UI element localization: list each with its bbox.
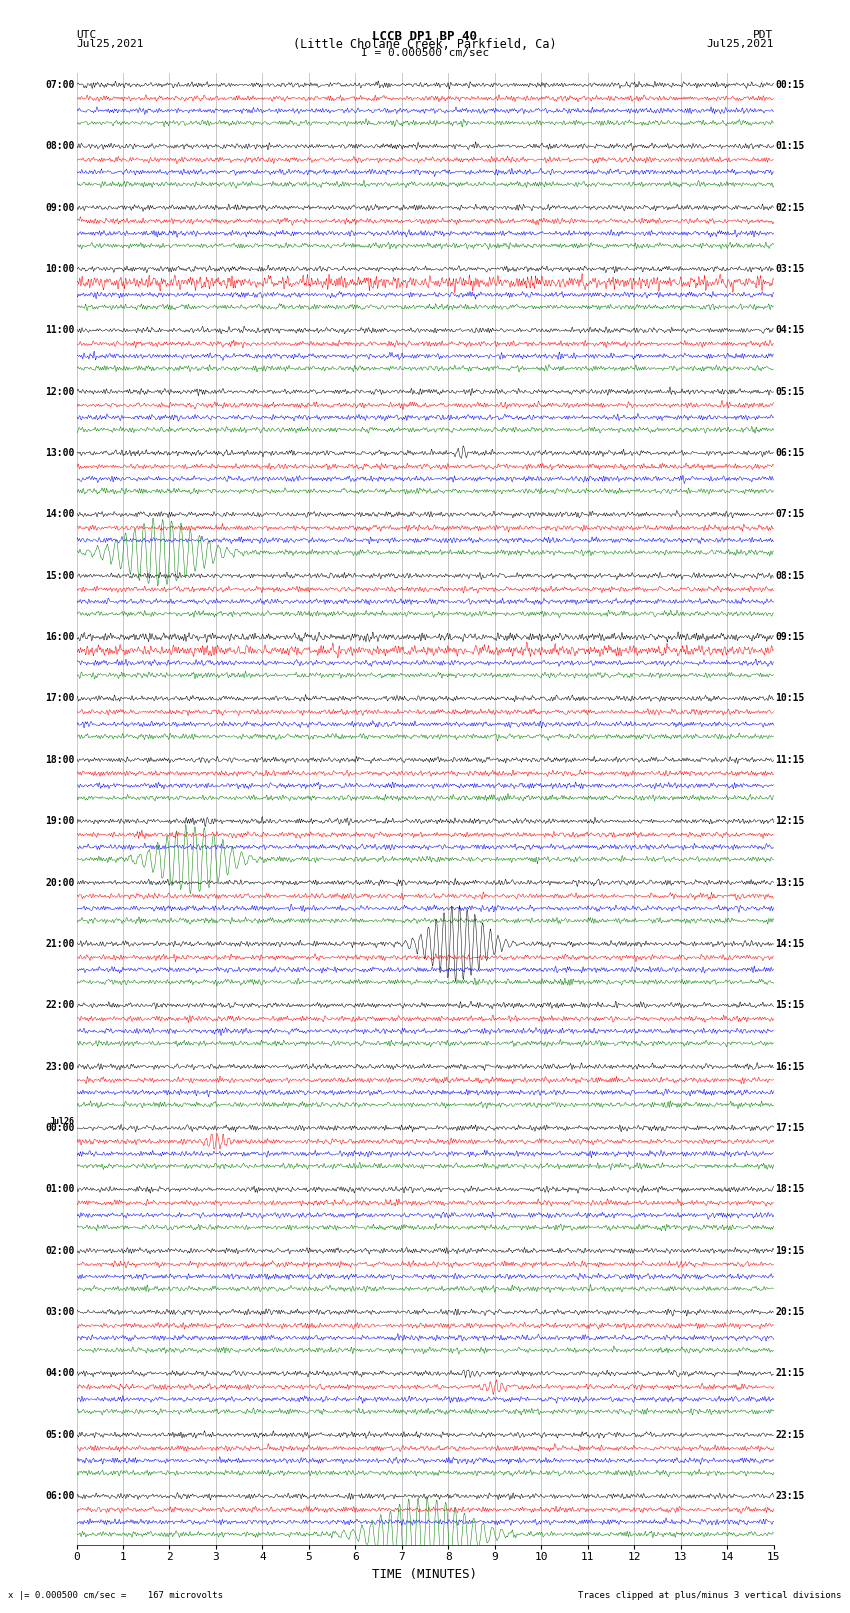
Text: 18:00: 18:00: [45, 755, 75, 765]
Text: 16:15: 16:15: [775, 1061, 805, 1071]
Text: 05:15: 05:15: [775, 387, 805, 397]
Text: UTC: UTC: [76, 29, 97, 40]
Text: 04:15: 04:15: [775, 326, 805, 336]
Text: 17:15: 17:15: [775, 1123, 805, 1132]
Text: 08:00: 08:00: [45, 142, 75, 152]
Text: 23:15: 23:15: [775, 1490, 805, 1502]
Text: 17:00: 17:00: [45, 694, 75, 703]
Text: 15:15: 15:15: [775, 1000, 805, 1010]
Text: 08:15: 08:15: [775, 571, 805, 581]
Text: 10:00: 10:00: [45, 265, 75, 274]
Text: 03:15: 03:15: [775, 265, 805, 274]
Text: 02:00: 02:00: [45, 1245, 75, 1255]
Text: I = 0.000500 cm/sec: I = 0.000500 cm/sec: [361, 48, 489, 58]
Text: 19:00: 19:00: [45, 816, 75, 826]
Text: PDT: PDT: [753, 29, 774, 40]
Text: 14:15: 14:15: [775, 939, 805, 948]
Text: 09:15: 09:15: [775, 632, 805, 642]
Text: LCCB DP1 BP 40: LCCB DP1 BP 40: [372, 29, 478, 44]
Text: 13:15: 13:15: [775, 877, 805, 887]
Text: 22:00: 22:00: [45, 1000, 75, 1010]
Text: 03:00: 03:00: [45, 1307, 75, 1318]
Text: 07:15: 07:15: [775, 510, 805, 519]
Text: 07:00: 07:00: [45, 81, 75, 90]
X-axis label: TIME (MINUTES): TIME (MINUTES): [372, 1568, 478, 1581]
Text: 10:15: 10:15: [775, 694, 805, 703]
Text: Jul25,2021: Jul25,2021: [706, 39, 774, 48]
Text: 01:15: 01:15: [775, 142, 805, 152]
Text: 11:00: 11:00: [45, 326, 75, 336]
Text: 14:00: 14:00: [45, 510, 75, 519]
Text: Jul25,2021: Jul25,2021: [76, 39, 144, 48]
Text: 22:15: 22:15: [775, 1429, 805, 1440]
Text: 02:15: 02:15: [775, 203, 805, 213]
Text: 12:15: 12:15: [775, 816, 805, 826]
Text: 06:15: 06:15: [775, 448, 805, 458]
Text: 16:00: 16:00: [45, 632, 75, 642]
Text: 21:15: 21:15: [775, 1368, 805, 1379]
Text: 04:00: 04:00: [45, 1368, 75, 1379]
Text: 05:00: 05:00: [45, 1429, 75, 1440]
Text: 09:00: 09:00: [45, 203, 75, 213]
Text: 20:15: 20:15: [775, 1307, 805, 1318]
Text: 06:00: 06:00: [45, 1490, 75, 1502]
Text: 13:00: 13:00: [45, 448, 75, 458]
Text: 11:15: 11:15: [775, 755, 805, 765]
Text: 12:00: 12:00: [45, 387, 75, 397]
Text: 01:00: 01:00: [45, 1184, 75, 1194]
Text: x |= 0.000500 cm/sec =    167 microvolts: x |= 0.000500 cm/sec = 167 microvolts: [8, 1590, 224, 1600]
Text: 00:15: 00:15: [775, 81, 805, 90]
Text: 23:00: 23:00: [45, 1061, 75, 1071]
Text: 19:15: 19:15: [775, 1245, 805, 1255]
Text: 20:00: 20:00: [45, 877, 75, 887]
Text: 00:00: 00:00: [45, 1123, 75, 1132]
Text: 21:00: 21:00: [45, 939, 75, 948]
Text: 15:00: 15:00: [45, 571, 75, 581]
Text: Traces clipped at plus/minus 3 vertical divisions: Traces clipped at plus/minus 3 vertical …: [578, 1590, 842, 1600]
Text: (Little Cholane Creek, Parkfield, Ca): (Little Cholane Creek, Parkfield, Ca): [293, 37, 557, 52]
Text: Jul26: Jul26: [50, 1118, 75, 1126]
Text: 18:15: 18:15: [775, 1184, 805, 1194]
